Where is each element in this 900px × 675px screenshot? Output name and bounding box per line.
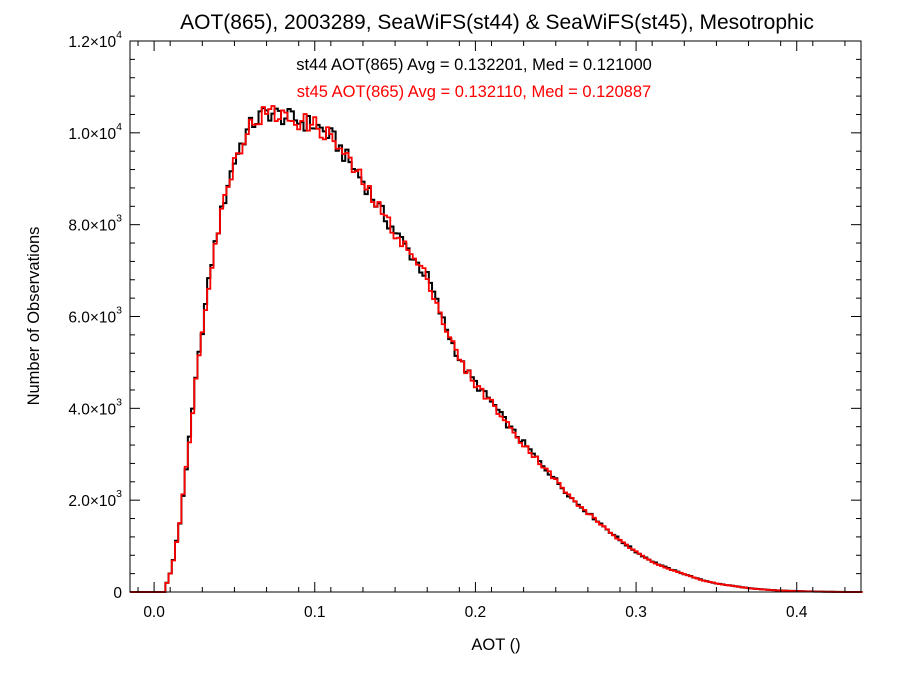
stats-st44: st44 AOT(865) Avg = 0.132201, Med = 0.12… xyxy=(296,56,652,74)
x-tick-label: 0.0 xyxy=(143,604,165,621)
y-tick-label: 6.0×103 xyxy=(68,305,122,327)
x-tick-label: 0.1 xyxy=(304,604,326,621)
series-layer xyxy=(130,105,863,593)
plot-frame xyxy=(129,40,862,593)
x-tick-label: 0.2 xyxy=(465,604,487,621)
y-tick-label: 0 xyxy=(113,585,122,602)
y-tick-label: 4.0×103 xyxy=(68,396,122,418)
y-tick-label: 1.0×104 xyxy=(68,121,122,143)
x-tick-label: 0.4 xyxy=(786,604,808,621)
x-axis-label: AOT () xyxy=(471,636,520,654)
y-tick-label: 1.2×104 xyxy=(68,29,122,51)
x-tick-label: 0.3 xyxy=(625,604,647,621)
series-st44-step-line xyxy=(130,107,863,593)
y-axis-label: Number of Observations xyxy=(25,227,43,406)
ticks-layer xyxy=(130,40,861,593)
series-st45-step-line xyxy=(130,105,863,593)
y-tick-label: 2.0×103 xyxy=(68,488,122,510)
y-tick-label: 8.0×103 xyxy=(68,213,122,235)
chart-title: AOT(865), 2003289, SeaWiFS(st44) & SeaWi… xyxy=(180,11,814,34)
stats-st45: st45 AOT(865) Avg = 0.132110, Med = 0.12… xyxy=(297,83,651,101)
